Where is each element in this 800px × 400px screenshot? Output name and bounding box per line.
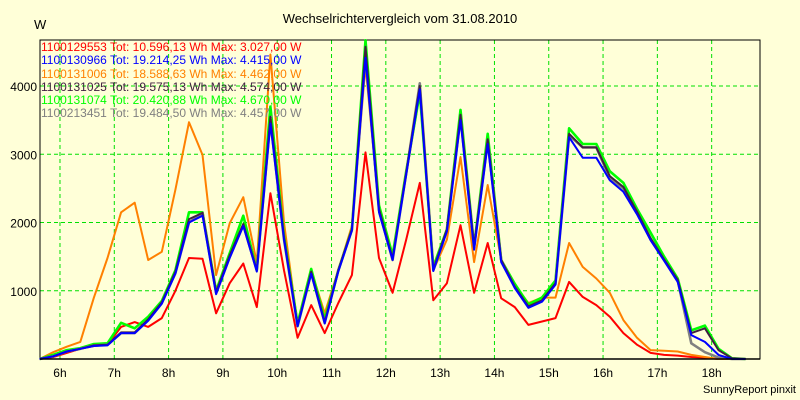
x-tick-label: 17h xyxy=(647,366,667,380)
series-line-1100129553 xyxy=(39,151,746,360)
legend-entry: 1100130966 Tot: 19.214,25 Wh Max: 4.415,… xyxy=(41,53,302,68)
x-tick-label: 16h xyxy=(593,366,613,380)
x-tick-label: 10h xyxy=(267,366,287,380)
series-line-1100130966 xyxy=(39,56,746,360)
legend-entry: 1100131074 Tot: 20.420,88 Wh Max: 4.670,… xyxy=(41,93,302,108)
x-tick-label: 12h xyxy=(376,366,396,380)
y-axis-label: W xyxy=(34,17,47,32)
y-tick-label: 1000 xyxy=(10,285,37,299)
legend-entry: 1100131025 Tot: 19.575,13 Wh Max: 4.574,… xyxy=(41,79,302,94)
y-tick-label: 4000 xyxy=(10,80,37,94)
x-tick-label: 18h xyxy=(702,366,722,380)
y-tick-label: 2000 xyxy=(10,217,37,231)
x-tick-label: 9h xyxy=(216,366,229,380)
x-tick-label: 11h xyxy=(322,366,341,380)
legend-entry: 1100213451 Tot: 19.484,50 Wh Max: 4.457,… xyxy=(41,106,302,121)
legend-entry: 1100131006 Tot: 18.588,63 Wh Max: 4.462,… xyxy=(41,66,302,81)
x-tick-label: 8h xyxy=(162,366,175,380)
legend: 1100129553 Tot: 10.596,13 Wh Max: 3.027,… xyxy=(41,40,302,121)
legend-entry: 1100129553 Tot: 10.596,13 Wh Max: 3.027,… xyxy=(41,40,302,54)
x-tick-label: 13h xyxy=(430,366,450,380)
x-tick-label: 15h xyxy=(539,366,559,380)
x-tick-label: 7h xyxy=(108,366,121,380)
footer-credit: SunnyReport pinxit xyxy=(703,384,796,396)
x-tick-label: 14h xyxy=(484,366,504,380)
x-tick-label: 6h xyxy=(53,366,66,380)
chart-title: Wechselrichtervergleich vom 31.08.2010 xyxy=(282,11,518,26)
y-tick-label: 3000 xyxy=(10,148,37,162)
